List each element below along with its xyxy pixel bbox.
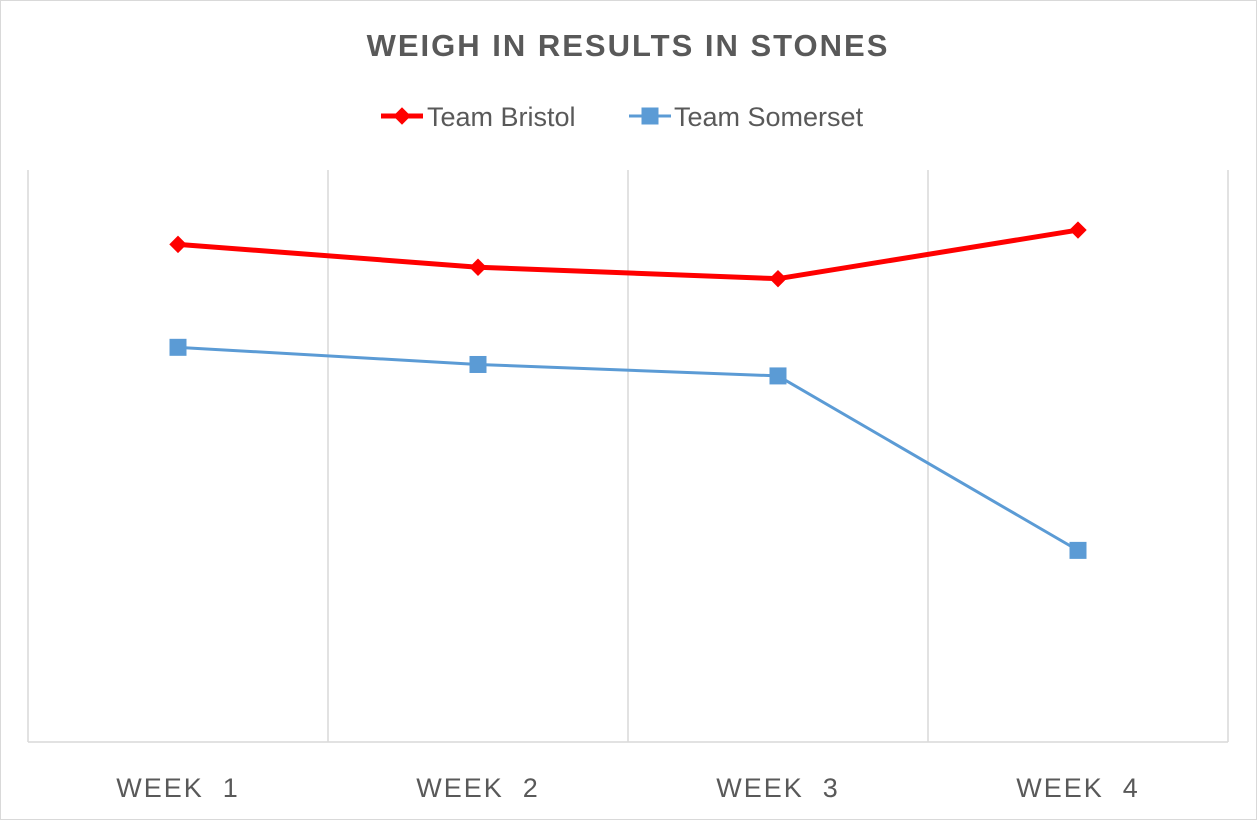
legend-label-team-somerset: Team Somerset [674, 102, 864, 132]
legend-item-team-somerset: Team Somerset [629, 102, 864, 132]
point-team-somerset-4 [1069, 541, 1087, 559]
legend-item-team-bristol: Team Bristol [381, 102, 576, 132]
series-team-somerset [169, 338, 1087, 559]
point-team-somerset-3 [769, 367, 787, 385]
series-layer [169, 221, 1087, 559]
series-team-bristol [169, 221, 1087, 288]
x-tick-label-3: WEEK 3 [716, 773, 840, 803]
legend-label-team-bristol: Team Bristol [427, 102, 576, 132]
point-team-somerset-2 [469, 355, 487, 373]
point-team-bristol-2 [469, 258, 487, 276]
x-tick-labels: WEEK 1 WEEK 2 WEEK 3 WEEK 4 [116, 773, 1140, 803]
point-team-bristol-3 [769, 269, 787, 288]
legend-marker-team-bristol [393, 107, 411, 125]
point-team-bristol-4 [1069, 221, 1087, 239]
x-tick-label-2: WEEK 2 [416, 773, 540, 803]
point-team-somerset-1 [169, 338, 187, 356]
chart-title: WEIGH IN RESULTS IN STONES [367, 28, 890, 63]
line-team-bristol [177, 227, 1079, 282]
x-tick-label-4: WEEK 4 [1016, 773, 1140, 803]
legend: Team Bristol Team Somerset [381, 102, 864, 132]
x-tick-label-1: WEEK 1 [116, 773, 240, 803]
gridlines [27, 170, 1229, 742]
line-team-somerset [177, 345, 1079, 552]
legend-marker-team-somerset [641, 107, 659, 125]
point-team-bristol-1 [169, 235, 187, 254]
